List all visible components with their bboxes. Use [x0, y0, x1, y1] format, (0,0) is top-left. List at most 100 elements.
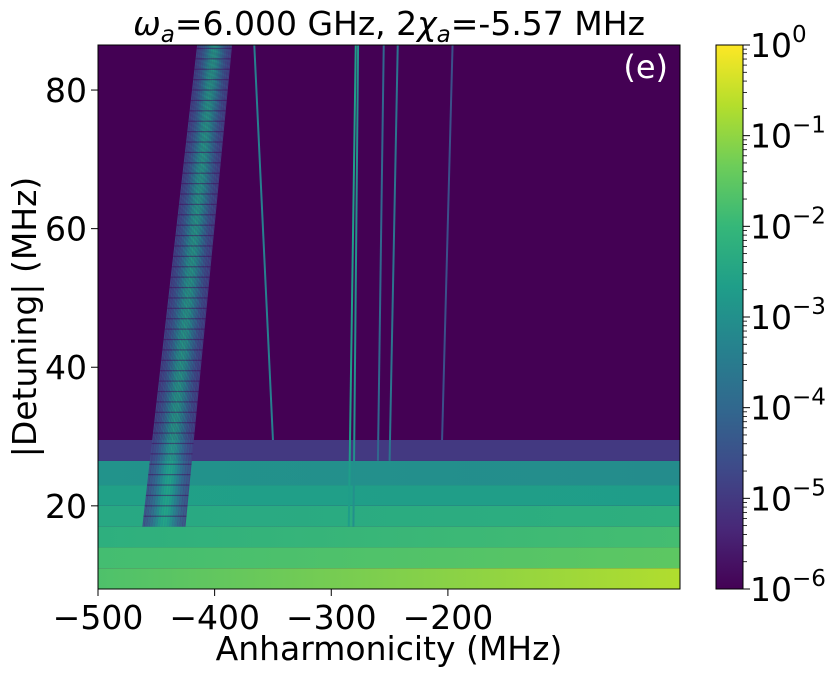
- y-axis: 20 40 60 80: [45, 71, 98, 526]
- resonance-fan-stripe: [160, 45, 213, 527]
- heatmap-band: [98, 505, 680, 527]
- resonance-fan-stripe: [166, 45, 218, 527]
- y-tick-label: 20: [45, 487, 87, 526]
- resonance-fan-stripe: [146, 45, 202, 527]
- resonance-fan-gap: [158, 380, 200, 382]
- resonance-fan-stripe: [155, 45, 209, 527]
- resonance-fan-stripe: [167, 45, 219, 527]
- title-part: ω: [133, 4, 161, 43]
- x-axis-label: Anharmonicity (MHz): [216, 629, 563, 668]
- resonance-fan-gap: [150, 453, 193, 455]
- resonance-fan-gap: [184, 151, 222, 154]
- resonance-fan-gap: [144, 505, 188, 507]
- x-axis: −500 −400 −300 −200: [53, 589, 494, 637]
- resonance-fan-stripe: [177, 45, 227, 527]
- resonance-fan-stripe: [157, 45, 211, 527]
- resonance-fan-stripe: [162, 45, 215, 527]
- resonance-fan-gap: [181, 182, 219, 185]
- resonance-fan-gap: [194, 68, 230, 70]
- resonance-fan-gap: [164, 328, 205, 330]
- resonance-fan-gap: [167, 307, 207, 309]
- resonance-fan-stripe: [182, 45, 232, 527]
- resonance-fan-gap: [155, 411, 197, 413]
- resonance-fan-gap: [186, 141, 223, 143]
- resonance-line: [347, 45, 357, 527]
- resonance-fan-gap: [195, 58, 231, 60]
- resonance-fan-gap: [148, 474, 191, 476]
- resonance-fan-stripe: [158, 45, 212, 527]
- resonance-fan-gap: [149, 463, 192, 465]
- resonance-fan-stripe: [163, 45, 216, 527]
- resonance-fan-gap: [180, 193, 218, 195]
- plot-frame: [97, 44, 681, 590]
- resonance-fan-gap: [161, 359, 202, 361]
- resonance-fan-stripe: [174, 45, 224, 527]
- resonance-fan-gap: [169, 286, 209, 289]
- colorbar-tick-label: 10−3: [750, 294, 826, 337]
- chart-title: ωa=6.000 GHz, 2χa=-5.57 MHz: [133, 4, 645, 48]
- x-tick-label: −300: [286, 598, 377, 637]
- resonance-fan-gap: [143, 515, 187, 517]
- resonance-fan-stripe: [172, 45, 223, 527]
- resonance-fan-gap: [151, 442, 194, 445]
- title-part: =-5.57 MHz: [451, 4, 645, 43]
- resonance-fan-gap: [171, 266, 211, 268]
- title-part: =6.000 GHz, 2: [175, 4, 417, 43]
- colorbar-tick-label: 100: [750, 22, 807, 65]
- colorbar-fill: [715, 44, 744, 590]
- resonance-line: [253, 45, 274, 441]
- resonance-fan-stripe: [184, 45, 233, 527]
- resonance-fan-gap: [157, 390, 199, 393]
- resonance-fan-stripe: [168, 45, 220, 527]
- resonance-fan-gap: [182, 172, 220, 174]
- colorbar-tick-label: 10−2: [750, 203, 826, 246]
- heatmap-band: [98, 568, 680, 589]
- x-tick-label: −400: [169, 598, 260, 637]
- resonance-fan-gap: [170, 276, 210, 278]
- resonance-fan-stripe: [148, 45, 204, 527]
- resonance-fan-stripe: [165, 45, 217, 527]
- resonance-fan-stripe: [171, 45, 222, 527]
- resonance-fan-gap: [156, 401, 198, 403]
- resonance-fan-gap: [178, 203, 217, 205]
- resonance-fan-gap: [154, 422, 196, 424]
- heatmap-band: [98, 547, 680, 569]
- resonance-fan-stripe: [176, 45, 226, 527]
- x-tick-label: −200: [403, 598, 494, 637]
- colorbar-tick-label: 10−6: [750, 566, 826, 609]
- heatmap-plot: [98, 45, 680, 589]
- resonance-fan-gap: [162, 349, 203, 351]
- resonance-fan-stripe: [151, 45, 206, 527]
- resonance-fan-stripe: [147, 45, 203, 527]
- resonance-fan-stripe: [144, 45, 201, 527]
- y-tick-label: 40: [45, 348, 87, 387]
- x-tick-label: −500: [53, 598, 144, 637]
- resonance-fan-gap: [145, 494, 189, 497]
- resonance-fan-gap: [173, 255, 212, 257]
- colorbar-tick-label: 10−5: [750, 475, 826, 518]
- resonance-fan-gap: [188, 120, 225, 122]
- y-tick-label: 80: [45, 71, 87, 110]
- panel-label: (e): [623, 48, 668, 86]
- resonance-fan-stripe: [170, 45, 221, 527]
- title-part: χ: [415, 4, 438, 43]
- resonance-fan-gap: [183, 162, 221, 164]
- resonance-fan-gap: [152, 432, 195, 434]
- y-axis-label: |Detuning| (MHz): [5, 177, 44, 458]
- resonance-fan-gap: [176, 224, 215, 226]
- resonance-fan-gap: [189, 110, 226, 112]
- title-part: a: [161, 22, 175, 48]
- resonance-fan-gap: [187, 131, 224, 133]
- colorbar: 100 10−1 10−2 10−3 10−4 10−5 10−6: [715, 22, 826, 609]
- resonance-fan-stripe: [161, 45, 214, 527]
- colorbar-tick-label: 10−1: [750, 113, 826, 156]
- colorbar-ticks: 100 10−1 10−2 10−3 10−4 10−5 10−6: [743, 22, 826, 609]
- resonance-fan-stripe: [142, 45, 199, 527]
- colorbar-tick-label: 10−4: [750, 385, 826, 428]
- resonance-fan-gap: [174, 245, 213, 247]
- resonance-fan-gap: [163, 338, 204, 341]
- resonance-fan-stripe: [181, 45, 231, 527]
- resonance-fan-stripe: [153, 45, 208, 527]
- heatmap-band: [98, 485, 680, 506]
- resonance-fan-stripe: [149, 45, 205, 527]
